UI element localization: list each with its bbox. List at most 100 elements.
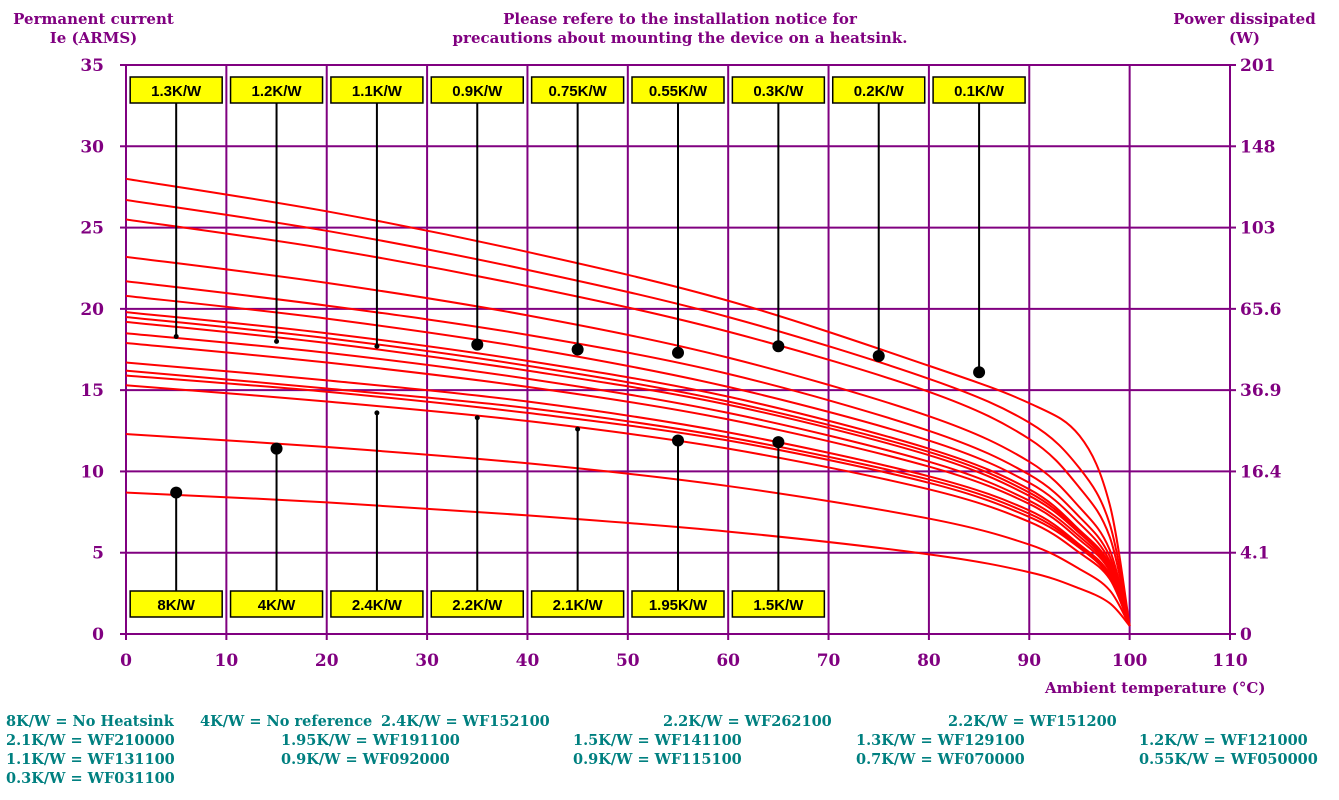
callout-label: 0.1K/W bbox=[954, 83, 1005, 100]
left-axis-title: Permanent current Ie (ARMS) bbox=[6, 10, 181, 48]
derating-curve bbox=[125, 320, 1131, 627]
callout-label: 0.2K/W bbox=[854, 83, 905, 100]
legend-entry: 1.95K/W = WF191100 bbox=[281, 732, 460, 749]
x-tick-label: 110 bbox=[1212, 651, 1248, 671]
legend-entry: 4K/W = No reference bbox=[200, 713, 373, 730]
left-axis-title-line1: Permanent current bbox=[13, 10, 174, 28]
derating-curve bbox=[125, 198, 1131, 627]
x-tick-label: 100 bbox=[1112, 651, 1148, 671]
x-tick-label: 30 bbox=[415, 651, 439, 671]
x-tick-label: 10 bbox=[215, 651, 239, 671]
tick-labels: 0 10 20 30 40 50 60 70 80 90 100 110 0 5 10 15 20 25 30 35 0… bbox=[80, 56, 1281, 671]
callout-label: 0.55K/W bbox=[649, 83, 708, 100]
legend-entry: 1.2K/W = WF121000 bbox=[1139, 732, 1308, 749]
callout-dot bbox=[474, 415, 480, 421]
callout-label: 0.75K/W bbox=[548, 83, 607, 100]
derating-curve bbox=[125, 311, 1131, 627]
callout-label: 2.2K/W bbox=[452, 597, 503, 614]
callout-label-box bbox=[330, 590, 424, 618]
left-axis-title-line2: Ie (ARMS) bbox=[49, 29, 138, 47]
callout-dot bbox=[672, 434, 684, 447]
callout-label: 1.5K/W bbox=[753, 597, 804, 614]
callout-dot bbox=[274, 338, 280, 344]
y-tick-label: 10 bbox=[80, 462, 104, 482]
callout-label-box bbox=[731, 590, 826, 618]
callout-label-box bbox=[430, 590, 525, 618]
y-tick-label: 0 bbox=[92, 625, 104, 645]
x-tick-label: 20 bbox=[315, 651, 339, 671]
derating-curve bbox=[125, 218, 1131, 627]
callout-label-box bbox=[229, 590, 324, 618]
derating-curve bbox=[125, 315, 1131, 627]
derating-curve bbox=[125, 374, 1131, 627]
x-tick-label: 0 bbox=[120, 651, 132, 671]
legend-entry: 0.9K/W = WF092000 bbox=[281, 751, 450, 768]
legend-entry: 0.9K/W = WF115100 bbox=[573, 751, 742, 768]
callout-dot bbox=[374, 410, 380, 416]
callout-label-box bbox=[530, 590, 625, 618]
callout-label-box bbox=[430, 76, 525, 104]
callout-label-box bbox=[932, 76, 1026, 104]
callouts: 1.3K/W 1.2K/W 1.1K/W 0.9K/W 0.75K/W 0.55K/W 0.… bbox=[129, 76, 1026, 618]
legend-entry: 2.2K/W = WF262100 bbox=[663, 713, 832, 730]
legend-entry: 2.2K/W = WF151200 bbox=[948, 713, 1117, 730]
derating-curve bbox=[125, 280, 1131, 627]
derating-curves bbox=[125, 177, 1131, 627]
y-tick-label: 35 bbox=[80, 56, 104, 76]
callout-dot bbox=[672, 346, 684, 359]
chart-note-line2: precautions about mounting the device on… bbox=[452, 29, 908, 47]
callout-label: 2.4K/W bbox=[352, 597, 403, 614]
callout-dot bbox=[173, 333, 179, 339]
x-tick-label: 70 bbox=[817, 651, 841, 671]
y2-tick-label: 36.9 bbox=[1240, 381, 1281, 401]
callout-label-box bbox=[631, 590, 725, 618]
callout-label: 1.1K/W bbox=[352, 83, 403, 100]
legend-entry: 1.3K/W = WF129100 bbox=[856, 732, 1025, 749]
legend-entry: 0.7K/W = WF070000 bbox=[856, 751, 1025, 768]
derating-curve bbox=[125, 294, 1131, 627]
callout-label-box bbox=[129, 76, 223, 104]
callout-dot bbox=[270, 442, 283, 455]
derating-curve bbox=[125, 255, 1131, 627]
chart-note: Please refere to the installation notice… bbox=[300, 10, 1060, 48]
x-tick-label: 40 bbox=[516, 651, 540, 671]
y-tick-label: 5 bbox=[92, 544, 104, 564]
callout-dot bbox=[973, 366, 986, 379]
derating-curve bbox=[125, 491, 1131, 627]
y-tick-label: 30 bbox=[80, 137, 104, 157]
right-axis-title-line2: (W) bbox=[1228, 29, 1261, 47]
legend-entry: 8K/W = No Heatsink bbox=[6, 713, 174, 730]
derating-curve bbox=[125, 433, 1131, 627]
callout-label-box bbox=[330, 76, 424, 104]
callout-dot bbox=[575, 426, 581, 432]
legend-entry: 1.1K/W = WF131100 bbox=[6, 751, 175, 768]
right-axis-title-line1: Power dissipated bbox=[1173, 10, 1316, 28]
legend-entry: 2.4K/W = WF152100 bbox=[381, 713, 550, 730]
callout-label-box bbox=[129, 590, 223, 618]
callout-label-box bbox=[831, 76, 926, 104]
callout-label-box bbox=[229, 76, 324, 104]
x-tick-label: 60 bbox=[716, 651, 740, 671]
legend-entry: 2.1K/W = WF210000 bbox=[6, 732, 175, 749]
callout-dot bbox=[170, 486, 183, 499]
y2-tick-label: 65.6 bbox=[1240, 300, 1281, 320]
callout-dot bbox=[571, 343, 584, 356]
y2-tick-label: 148 bbox=[1240, 137, 1276, 157]
legend-entry: 0.55K/W = WF050000 bbox=[1139, 751, 1318, 768]
callout-label-box bbox=[631, 76, 725, 104]
callout-label-box bbox=[731, 76, 826, 104]
x-tick-label: 90 bbox=[1017, 651, 1041, 671]
derating-curve bbox=[125, 177, 1131, 627]
chart-note-line1: Please refere to the installation notice… bbox=[503, 10, 857, 28]
legend-entry: 1.5K/W = WF141100 bbox=[573, 732, 742, 749]
derating-curve bbox=[125, 384, 1131, 627]
y-tick-label: 15 bbox=[80, 381, 104, 401]
y2-tick-label: 16.4 bbox=[1240, 462, 1282, 482]
callout-label: 8K/W bbox=[157, 597, 195, 614]
y2-tick-label: 4.1 bbox=[1240, 544, 1270, 564]
x-axis-label: Ambient temperature (°C) bbox=[1045, 679, 1266, 697]
x-tick-label: 80 bbox=[917, 651, 941, 671]
callout-label: 4K/W bbox=[258, 597, 296, 614]
callout-dot bbox=[772, 436, 785, 449]
